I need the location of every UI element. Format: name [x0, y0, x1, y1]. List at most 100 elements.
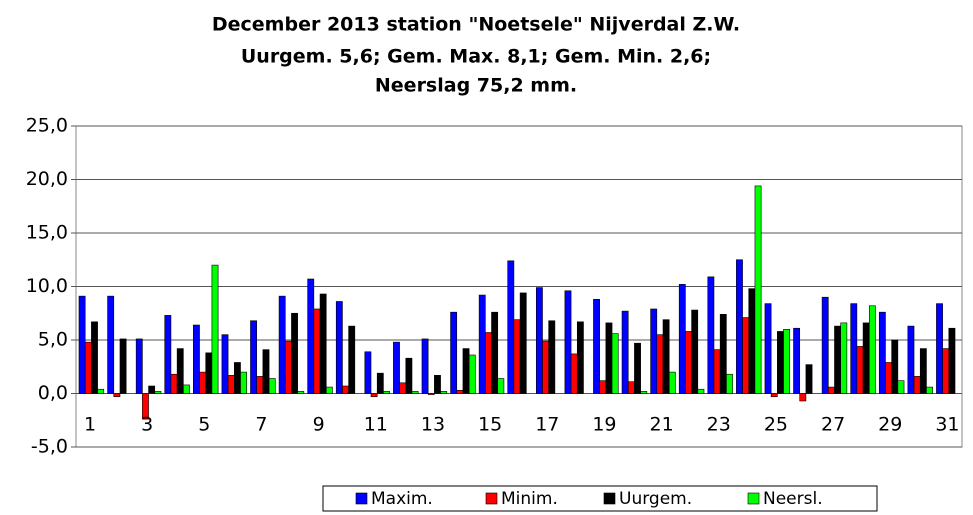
bar	[942, 348, 950, 394]
bar	[605, 322, 613, 394]
x-tick-label: 3	[141, 414, 153, 436]
bar	[142, 393, 149, 420]
bar	[284, 340, 292, 394]
bar	[319, 293, 327, 394]
bar	[691, 309, 699, 394]
bar	[268, 378, 276, 394]
bar	[799, 393, 807, 402]
x-tick-label: 15	[478, 414, 502, 436]
bar	[427, 393, 435, 395]
bar	[754, 185, 762, 394]
bar	[193, 324, 200, 394]
y-tick-label: 10,0	[26, 275, 68, 297]
bar	[650, 308, 658, 394]
bar	[576, 321, 584, 394]
bar	[611, 333, 619, 394]
bar	[593, 299, 600, 394]
x-tick-label: 1	[84, 414, 96, 436]
bar	[234, 362, 241, 394]
chart-title: Uurgem. 5,6; Gem. Max. 8,1; Gem. Min. 2,…	[241, 46, 711, 68]
y-tick-label: 15,0	[26, 222, 68, 244]
bar	[119, 338, 127, 394]
legend-swatch	[747, 492, 760, 505]
bar	[793, 327, 801, 394]
x-tick-label: 25	[764, 414, 788, 436]
y-tick-label: 25,0	[26, 115, 68, 137]
bar	[154, 391, 162, 394]
x-tick-label: 7	[255, 414, 267, 436]
bar	[335, 301, 343, 394]
bar	[783, 328, 791, 394]
bar	[726, 373, 733, 394]
bar	[97, 388, 105, 394]
bar	[491, 311, 499, 394]
bar	[770, 393, 778, 398]
bar	[621, 310, 629, 394]
bar	[440, 391, 448, 394]
bar	[507, 260, 515, 394]
bar	[434, 375, 441, 394]
bar	[84, 341, 92, 394]
bar	[376, 372, 384, 394]
x-tick-label: 17	[535, 414, 559, 436]
bar	[199, 371, 207, 394]
bar	[211, 264, 219, 394]
bar	[256, 376, 264, 394]
bar	[736, 259, 743, 394]
bar	[370, 393, 378, 398]
bar	[834, 325, 841, 394]
y-tick-label: 5,0	[38, 329, 68, 351]
legend-box	[322, 485, 878, 512]
bar	[78, 295, 86, 394]
bar	[640, 391, 648, 394]
bar	[535, 287, 543, 394]
bar	[913, 376, 921, 394]
x-tick-label: 31	[935, 414, 959, 436]
bar	[948, 327, 956, 394]
legend-swatch	[603, 492, 616, 505]
bar	[805, 364, 813, 394]
bar	[221, 334, 229, 394]
y-tick-label: 0,0	[38, 382, 68, 404]
bar	[548, 320, 556, 394]
bar	[764, 303, 772, 394]
bar	[262, 349, 270, 394]
bar	[878, 311, 886, 394]
bar	[307, 278, 315, 394]
bar	[325, 386, 333, 394]
bar	[748, 288, 756, 394]
x-tick-label: 21	[650, 414, 674, 436]
bar	[777, 331, 784, 394]
legend-swatch	[355, 492, 368, 505]
legend-label: Neersl.	[763, 489, 823, 509]
bar	[897, 380, 905, 394]
bar	[278, 295, 286, 394]
bar	[107, 295, 115, 394]
bar	[456, 389, 464, 394]
bar	[313, 308, 321, 394]
bar	[383, 391, 390, 394]
bar	[697, 388, 705, 394]
bar	[919, 348, 927, 394]
bar	[405, 357, 413, 394]
bar	[342, 385, 349, 394]
bar	[240, 371, 248, 394]
bar	[827, 386, 835, 394]
bar	[856, 346, 864, 394]
bar	[742, 317, 750, 394]
x-tick-label: 11	[364, 414, 388, 436]
bar	[468, 354, 476, 394]
bar	[113, 393, 121, 398]
bar	[183, 384, 190, 394]
bar	[570, 353, 578, 394]
x-tick-label: 13	[421, 414, 445, 436]
y-tick-label: 20,0	[26, 168, 68, 190]
x-tick-label: 19	[592, 414, 616, 436]
bar	[393, 341, 400, 394]
bar	[297, 391, 305, 394]
bar	[348, 325, 356, 394]
bar	[485, 332, 492, 394]
bar	[936, 303, 943, 394]
bar	[627, 381, 635, 394]
chart-title: Neerslag 75,2 mm.	[375, 75, 577, 97]
